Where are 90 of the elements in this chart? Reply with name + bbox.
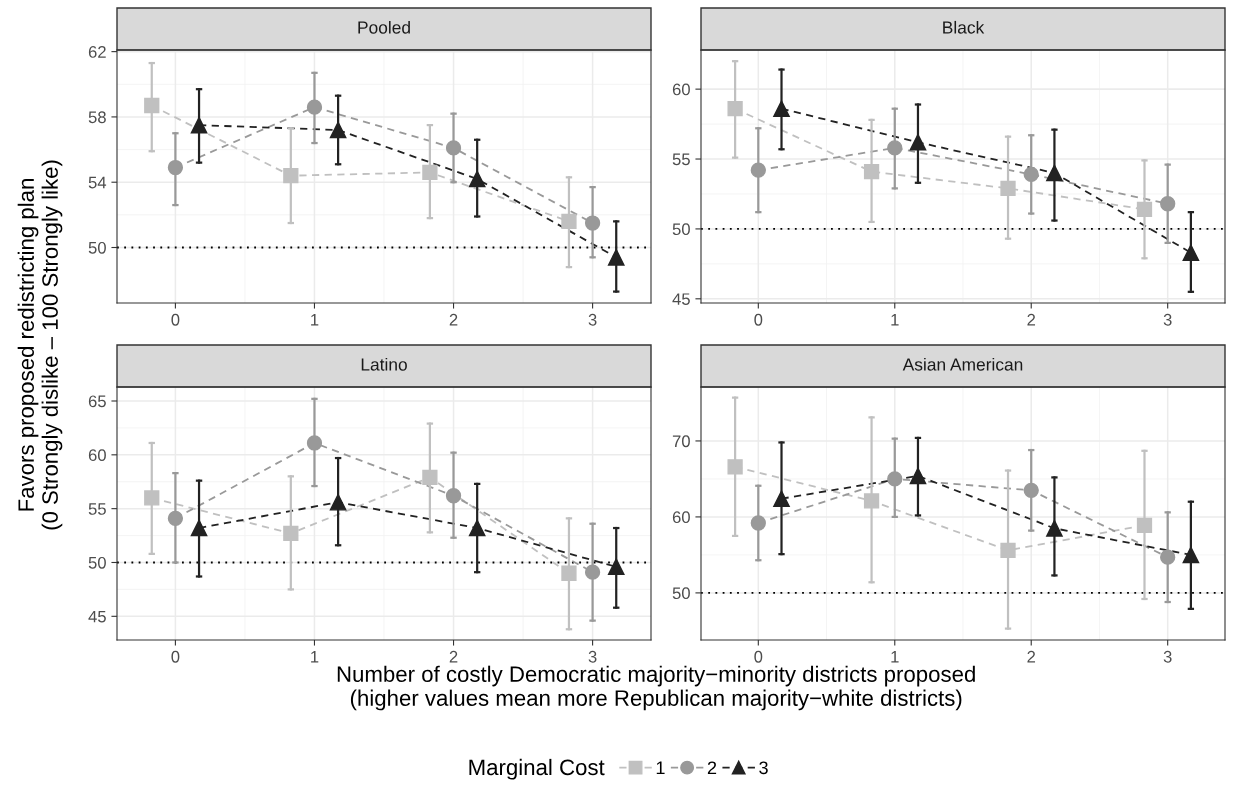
point <box>306 99 323 115</box>
y-tick-label: 50 <box>672 587 690 600</box>
point <box>1046 519 1063 537</box>
x-tick-label: 1 <box>891 314 899 326</box>
point <box>863 163 880 180</box>
point <box>1046 164 1063 182</box>
x-axis-title: Number of costly Democratic majority−minority districts proposed (higher values mean more Republican majority−white districts) <box>337 665 975 711</box>
legend-title: Marginal Cost <box>469 758 605 780</box>
point <box>144 490 160 506</box>
point <box>283 168 299 184</box>
x-tick-label: 0 <box>754 313 763 326</box>
chart-title: Pooled <box>358 20 410 34</box>
point <box>909 467 927 485</box>
point <box>1160 549 1176 565</box>
point <box>909 133 927 151</box>
chart-title: Black <box>943 20 985 34</box>
point <box>584 564 601 580</box>
point <box>750 515 766 531</box>
y-axis-title: Favors proposed redistricting plan (0 Strongly dislike – 100 Strongly like) <box>17 160 63 530</box>
point <box>167 510 184 526</box>
point <box>1023 166 1039 183</box>
point <box>607 558 625 576</box>
point <box>1136 201 1153 217</box>
point <box>167 159 184 176</box>
point <box>306 435 323 451</box>
point <box>584 215 601 231</box>
chart-title: Latino <box>361 357 407 371</box>
point <box>329 121 347 139</box>
y-tick-label: 55 <box>672 153 690 166</box>
point <box>422 164 438 181</box>
point <box>468 519 486 537</box>
x-tick-label: 2 <box>1027 650 1036 663</box>
point <box>1182 546 1200 564</box>
x-tick-label: 1 <box>311 314 319 326</box>
legend-label: 2 <box>707 761 717 774</box>
point <box>607 248 625 266</box>
x-tick-label: 2 <box>1027 313 1036 326</box>
point <box>561 565 577 581</box>
point <box>727 459 743 475</box>
y-tick-label: 50 <box>672 223 690 236</box>
point <box>1000 180 1016 197</box>
y-tick-label: 60 <box>88 449 106 462</box>
chart-title: Asian American <box>902 357 1023 371</box>
point <box>445 488 462 504</box>
x-tick-label: 0 <box>171 650 180 663</box>
legend-label: 1 <box>656 761 665 774</box>
x-tick-label: 2 <box>449 313 458 326</box>
y-tick-label: 60 <box>672 83 690 96</box>
y-tick-label: 45 <box>88 610 106 623</box>
x-tick-label: 1 <box>891 651 899 663</box>
point <box>190 116 208 134</box>
y-tick-label: 45 <box>672 293 690 306</box>
x-tick-label: 3 <box>1163 313 1172 326</box>
point <box>863 493 880 509</box>
x-tick-label: 1 <box>311 651 319 663</box>
y-tick-label: 50 <box>88 241 106 254</box>
y-tick-label: 70 <box>672 435 690 448</box>
point <box>1023 482 1039 498</box>
x-tick-label: 3 <box>1163 650 1172 663</box>
point <box>329 493 347 511</box>
point <box>773 100 790 118</box>
point <box>887 140 903 156</box>
x-tick-label: 2 <box>449 650 458 663</box>
legend-label: 3 <box>759 761 768 775</box>
y-tick-label: 50 <box>88 556 106 569</box>
point <box>887 471 903 487</box>
point <box>727 101 743 117</box>
y-tick-label: 65 <box>88 395 106 408</box>
point <box>445 140 462 156</box>
point <box>1160 196 1176 212</box>
point <box>144 97 160 114</box>
point <box>1000 542 1016 558</box>
point <box>1136 517 1153 533</box>
x-tick-label: 0 <box>754 650 763 663</box>
point <box>190 519 208 537</box>
x-tick-label: 3 <box>588 313 597 326</box>
y-tick-label: 60 <box>672 511 690 524</box>
y-tick-label: 54 <box>88 176 107 189</box>
point <box>773 490 790 508</box>
y-tick-label: 62 <box>88 46 106 58</box>
point <box>750 162 766 178</box>
y-tick-label: 58 <box>88 111 106 124</box>
y-tick-label: 55 <box>88 503 106 515</box>
point <box>283 525 299 542</box>
x-tick-label: 3 <box>588 650 597 663</box>
point <box>561 213 577 230</box>
point <box>422 469 438 486</box>
point <box>468 170 486 188</box>
point <box>1182 244 1200 262</box>
x-tick-label: 0 <box>171 313 180 326</box>
